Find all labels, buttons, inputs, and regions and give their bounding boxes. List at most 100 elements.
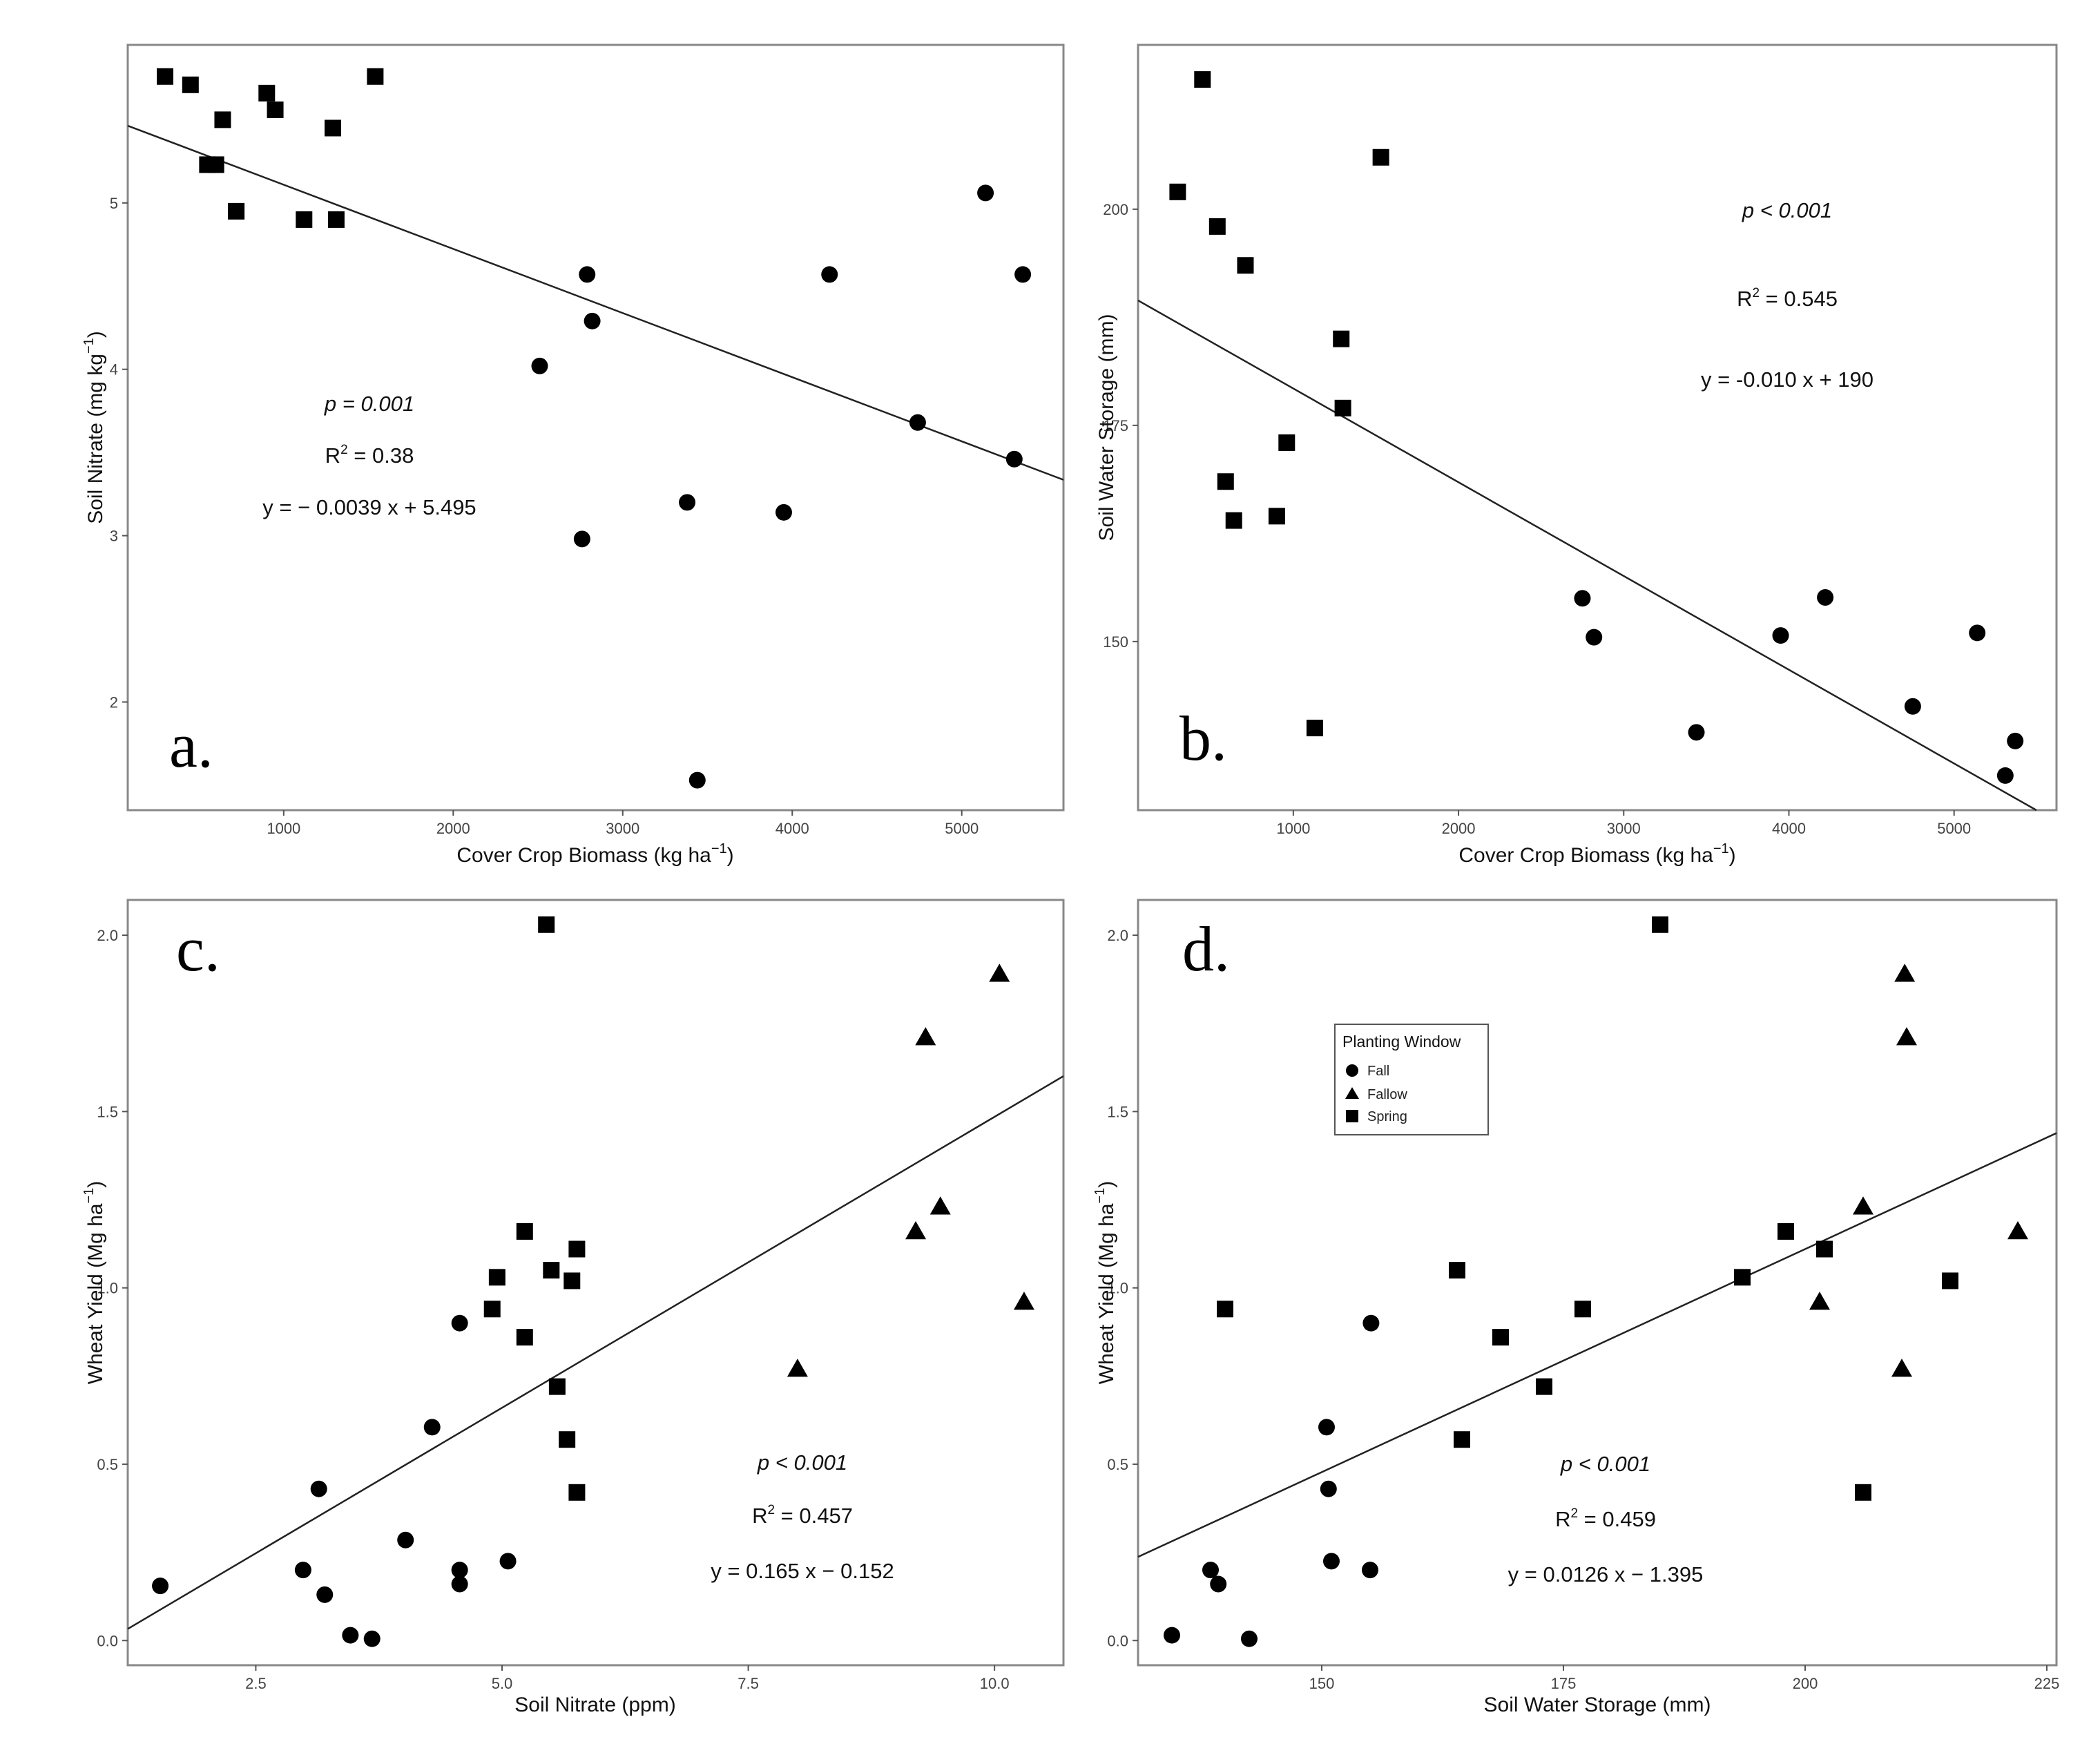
legend-label-fallow: Fallow bbox=[1367, 1087, 1407, 1102]
data-point-spring bbox=[228, 202, 245, 220]
r-squared-value: = 0.459 bbox=[1578, 1507, 1656, 1531]
data-point-spring bbox=[1334, 399, 1351, 416]
y-tick-label: 1.5 bbox=[97, 1103, 118, 1120]
r-squared-sup: 2 bbox=[767, 1503, 775, 1517]
x-tick-label: 225 bbox=[2034, 1675, 2060, 1692]
x-tick-label: 5.0 bbox=[492, 1675, 513, 1692]
data-point-fallow bbox=[905, 1220, 927, 1240]
y-tick-label: 0.0 bbox=[97, 1632, 118, 1649]
data-point-spring bbox=[516, 1329, 533, 1346]
legend-label-spring: Spring bbox=[1367, 1109, 1407, 1124]
legend-square-icon bbox=[1346, 1110, 1358, 1122]
data-point-fall bbox=[152, 1577, 169, 1595]
data-point-fall bbox=[1904, 698, 1921, 715]
x-axis-label-sup: −1 bbox=[711, 841, 727, 856]
panel-label: b. bbox=[1179, 703, 1227, 774]
panel-c: 2.5 5.0 7.5 10.0 0.0 0.5 1.0 1.5 2.0 c. p < 0.0… bbox=[81, 899, 1065, 1716]
data-point-fallow bbox=[989, 963, 1010, 982]
legend-title: Planting Window bbox=[1342, 1033, 1461, 1051]
data-point-spring bbox=[207, 156, 224, 173]
data-point-fall bbox=[451, 1562, 468, 1579]
panel-label: a. bbox=[169, 710, 213, 780]
y-axis-label-end: ) bbox=[84, 1181, 107, 1188]
data-point-fall bbox=[499, 1553, 517, 1570]
data-point-spring bbox=[483, 1301, 501, 1318]
r-squared-value: = 0.38 bbox=[348, 443, 414, 468]
data-point-fallow bbox=[2007, 1220, 2028, 1240]
y-tick-label: 0.5 bbox=[1107, 1456, 1128, 1473]
regression-equation: y = -0.010 x + 190 bbox=[1701, 367, 1873, 392]
x-axis: 150 175 200 225 bbox=[1309, 1665, 2060, 1692]
data-point-fall bbox=[909, 414, 926, 431]
data-point-spring bbox=[1492, 1329, 1509, 1346]
y-tick-label: 0.0 bbox=[1107, 1632, 1128, 1649]
y-axis-label-sup: −1 bbox=[81, 338, 97, 354]
data-point-spring bbox=[1536, 1378, 1552, 1395]
trend-line bbox=[1137, 1132, 2057, 1558]
data-point-fall bbox=[1014, 266, 1032, 283]
x-axis: 2.5 5.0 7.5 10.0 bbox=[245, 1665, 1010, 1692]
data-point-spring bbox=[1237, 257, 1254, 274]
data-point-fall bbox=[579, 266, 596, 283]
data-point-fall bbox=[423, 1419, 441, 1436]
x-axis-label-text: Cover Crop Biomass (kg ha bbox=[456, 844, 711, 867]
data-point-fall bbox=[584, 312, 601, 329]
panel-d: 150 175 200 225 0.0 0.5 1.0 1.5 2.0 d. p < 0.00… bbox=[1092, 899, 2060, 1716]
data-points bbox=[152, 916, 1034, 1647]
y-tick-label: 1.5 bbox=[1107, 1103, 1128, 1120]
data-points bbox=[157, 68, 1032, 789]
legend-triangle-icon bbox=[1345, 1087, 1359, 1099]
data-point-fall bbox=[1996, 767, 2014, 784]
data-point-fall bbox=[1969, 624, 1986, 642]
data-point-fall bbox=[310, 1480, 327, 1497]
y-tick-label: 200 bbox=[1103, 201, 1128, 218]
y-tick-label: 150 bbox=[1103, 633, 1128, 651]
data-point-fall bbox=[1574, 590, 1591, 607]
y-tick-label: 0.5 bbox=[97, 1456, 118, 1473]
plot-frame bbox=[1137, 899, 2058, 1667]
x-tick-label: 4000 bbox=[1772, 820, 1806, 837]
regression-equation: y = 0.165 x − 0.152 bbox=[711, 1559, 894, 1583]
data-point-spring bbox=[1816, 1240, 1833, 1258]
x-tick-label: 1000 bbox=[1276, 820, 1310, 837]
data-point-spring bbox=[1333, 330, 1350, 347]
data-point-spring bbox=[563, 1272, 581, 1289]
data-point-spring bbox=[568, 1484, 586, 1501]
y-axis-label-sup: −1 bbox=[1092, 1188, 1108, 1204]
data-point-spring bbox=[267, 101, 284, 118]
y-tick-label: 2.0 bbox=[1107, 927, 1128, 944]
data-point-fall bbox=[451, 1575, 468, 1593]
data-point-spring bbox=[367, 68, 384, 85]
x-tick-label: 2000 bbox=[1442, 820, 1476, 837]
data-point-spring bbox=[1942, 1272, 1958, 1289]
data-points bbox=[1169, 71, 2024, 784]
y-tick-label: 2 bbox=[110, 693, 118, 711]
data-point-spring bbox=[543, 1262, 560, 1279]
data-point-fall bbox=[1320, 1480, 1337, 1497]
data-point-fall bbox=[679, 494, 696, 511]
r-squared: R2 = 0.545 bbox=[1737, 286, 1838, 311]
data-point-spring bbox=[1855, 1484, 1871, 1501]
data-point-spring bbox=[214, 111, 231, 128]
y-axis-label-text: Soil Nitrate (mg kg bbox=[84, 354, 107, 524]
y-axis-label-sup: −1 bbox=[81, 1188, 97, 1204]
x-tick-label: 10.0 bbox=[980, 1675, 1010, 1692]
data-point-fallow bbox=[1853, 1196, 1873, 1215]
data-point-spring bbox=[296, 211, 313, 228]
x-axis-label-end: ) bbox=[727, 844, 734, 867]
data-point-fall bbox=[1241, 1630, 1258, 1647]
legend-box bbox=[1334, 1024, 1489, 1135]
r-squared-prefix: R bbox=[1555, 1507, 1570, 1531]
data-point-fall bbox=[316, 1586, 334, 1603]
trend-line bbox=[127, 1075, 1064, 1630]
data-point-fall bbox=[2007, 732, 2024, 749]
data-point-fall bbox=[1586, 629, 1603, 646]
y-tick-label: 3 bbox=[110, 528, 118, 545]
data-point-fall bbox=[1362, 1562, 1378, 1579]
y-axis: 0.0 0.5 1.0 1.5 2.0 bbox=[97, 927, 128, 1649]
data-point-fall bbox=[977, 184, 994, 202]
y-axis: 0.0 0.5 1.0 1.5 2.0 bbox=[1107, 927, 1138, 1649]
data-point-fall bbox=[1202, 1562, 1219, 1579]
x-axis-label-end: ) bbox=[1729, 844, 1736, 867]
